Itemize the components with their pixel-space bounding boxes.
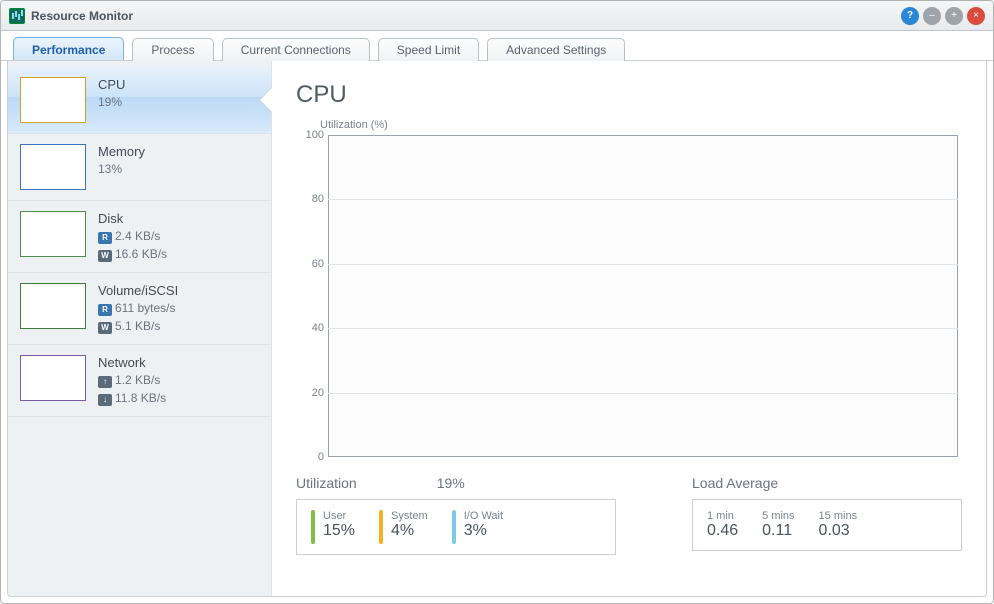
metric-color-bar (379, 510, 383, 544)
chart-ytick: 80 (296, 193, 324, 205)
write-badge-icon: W (98, 322, 112, 334)
metric-value: 3% (464, 522, 503, 540)
utilization-card: User15% System4% I/O Wait3% (296, 499, 616, 555)
detail-heading: CPU (296, 81, 962, 109)
tab-speed-limit[interactable]: Speed Limit (378, 38, 479, 61)
sidebar-item-value: R611 bytes/s (98, 301, 178, 316)
chart-gridline (328, 328, 958, 329)
sidebar-item-label: Memory (98, 144, 145, 159)
load-label: 5 mins (762, 510, 794, 522)
sidebar-item-value: 19% (98, 95, 125, 109)
metric-label: User (323, 510, 355, 522)
help-button[interactable]: ? (901, 7, 919, 25)
load-value: 0.03 (819, 522, 858, 540)
utilization-title: Utilization (296, 475, 357, 491)
load-block: Load Average 1 min0.465 mins0.1115 mins0… (692, 475, 962, 555)
titlebar: Resource Monitor ? – + × (1, 1, 993, 31)
minimize-button[interactable]: – (923, 7, 941, 25)
sidebar-item-value: ↑1.2 KB/s (98, 373, 166, 388)
sidebar-item-value: W16.6 KB/s (98, 247, 167, 262)
metric-value: 4% (391, 522, 428, 540)
net-thumb-icon (20, 355, 86, 401)
chart-gridline (328, 393, 958, 394)
metric-system: System4% (379, 510, 428, 544)
metric-user: User15% (311, 510, 355, 544)
chart-gridline (328, 264, 958, 265)
metric-value: 15% (323, 522, 355, 540)
sidebar-item-label: Network (98, 355, 166, 370)
tab-current-connections[interactable]: Current Connections (222, 38, 370, 61)
app-icon (9, 8, 25, 24)
load-label: 15 mins (819, 510, 858, 522)
content-body: CPU 19% Memory 13% Disk R2.4 KB/s W16.6 KB/s Vo… (7, 61, 987, 597)
download-badge-icon: ↓ (98, 394, 112, 406)
stats-row: Utilization 19% User15% System4% I/O Wait3… (296, 475, 962, 555)
load-title: Load Average (692, 475, 778, 491)
chart-gridline (328, 199, 958, 200)
read-badge-icon: R (98, 232, 112, 244)
upload-badge-icon: ↑ (98, 376, 112, 388)
metric-label: System (391, 510, 428, 522)
sidebar-item-value: ↓11.8 KB/s (98, 391, 166, 406)
load-col-15-mins: 15 mins0.03 (819, 510, 858, 540)
utilization-overall: 19% (437, 475, 465, 491)
vol-thumb-icon (20, 283, 86, 329)
resource-monitor-window: Resource Monitor ? – + × Performance Proc… (0, 0, 994, 604)
load-value: 0.11 (762, 522, 794, 540)
metric-i-o-wait: I/O Wait3% (452, 510, 503, 544)
sidebar-item-net[interactable]: Network ↑1.2 KB/s ↓11.8 KB/s (8, 345, 271, 417)
disk-thumb-icon (20, 211, 86, 257)
sidebar-item-memory[interactable]: Memory 13% (8, 134, 271, 201)
load-label: 1 min (707, 510, 738, 522)
utilization-block: Utilization 19% User15% System4% I/O Wait3… (296, 475, 616, 555)
tab-advanced-settings[interactable]: Advanced Settings (487, 38, 625, 61)
chart-ytick: 60 (296, 258, 324, 270)
load-col-1-min: 1 min0.46 (707, 510, 738, 540)
metric-label: I/O Wait (464, 510, 503, 522)
sidebar-item-label: Disk (98, 211, 167, 226)
memory-thumb-icon (20, 144, 86, 190)
sidebar-item-disk[interactable]: Disk R2.4 KB/s W16.6 KB/s (8, 201, 271, 273)
sidepanel: CPU 19% Memory 13% Disk R2.4 KB/s W16.6 KB/s Vo… (8, 61, 272, 596)
sidebar-item-value: 13% (98, 162, 145, 176)
window-title: Resource Monitor (31, 9, 897, 23)
load-value: 0.46 (707, 522, 738, 540)
main-panel: CPU Utilization (%) 0 20 40 60 80 100 Utiliza… (272, 61, 986, 596)
maximize-button[interactable]: + (945, 7, 963, 25)
load-card: 1 min0.46 5 mins0.11 15 mins0.03 (692, 499, 962, 551)
sidebar-item-vol[interactable]: Volume/iSCSI R611 bytes/s W5.1 KB/s (8, 273, 271, 345)
chart-plot-area (328, 135, 958, 457)
metric-color-bar (311, 510, 315, 544)
read-badge-icon: R (98, 304, 112, 316)
sidebar-item-label: Volume/iSCSI (98, 283, 178, 298)
sidebar-item-value: W5.1 KB/s (98, 319, 178, 334)
cpu-chart: 020406080100 (296, 133, 962, 459)
chart-ytick: 0 (296, 451, 324, 463)
sidebar-item-label: CPU (98, 77, 125, 92)
chart-ylabel: Utilization (%) (320, 119, 962, 131)
cpu-thumb-icon (20, 77, 86, 123)
chart-ytick: 20 (296, 387, 324, 399)
tab-process[interactable]: Process (132, 38, 213, 61)
sidebar-item-value: R2.4 KB/s (98, 229, 167, 244)
load-col-5-mins: 5 mins0.11 (762, 510, 794, 540)
tabstrip: Performance Process Current Connections Spe… (1, 31, 993, 61)
chart-ytick: 40 (296, 322, 324, 334)
sidebar-item-cpu[interactable]: CPU 19% (8, 67, 271, 134)
write-badge-icon: W (98, 250, 112, 262)
tab-performance[interactable]: Performance (13, 37, 124, 60)
metric-color-bar (452, 510, 456, 544)
chart-ytick: 100 (296, 129, 324, 141)
close-button[interactable]: × (967, 7, 985, 25)
